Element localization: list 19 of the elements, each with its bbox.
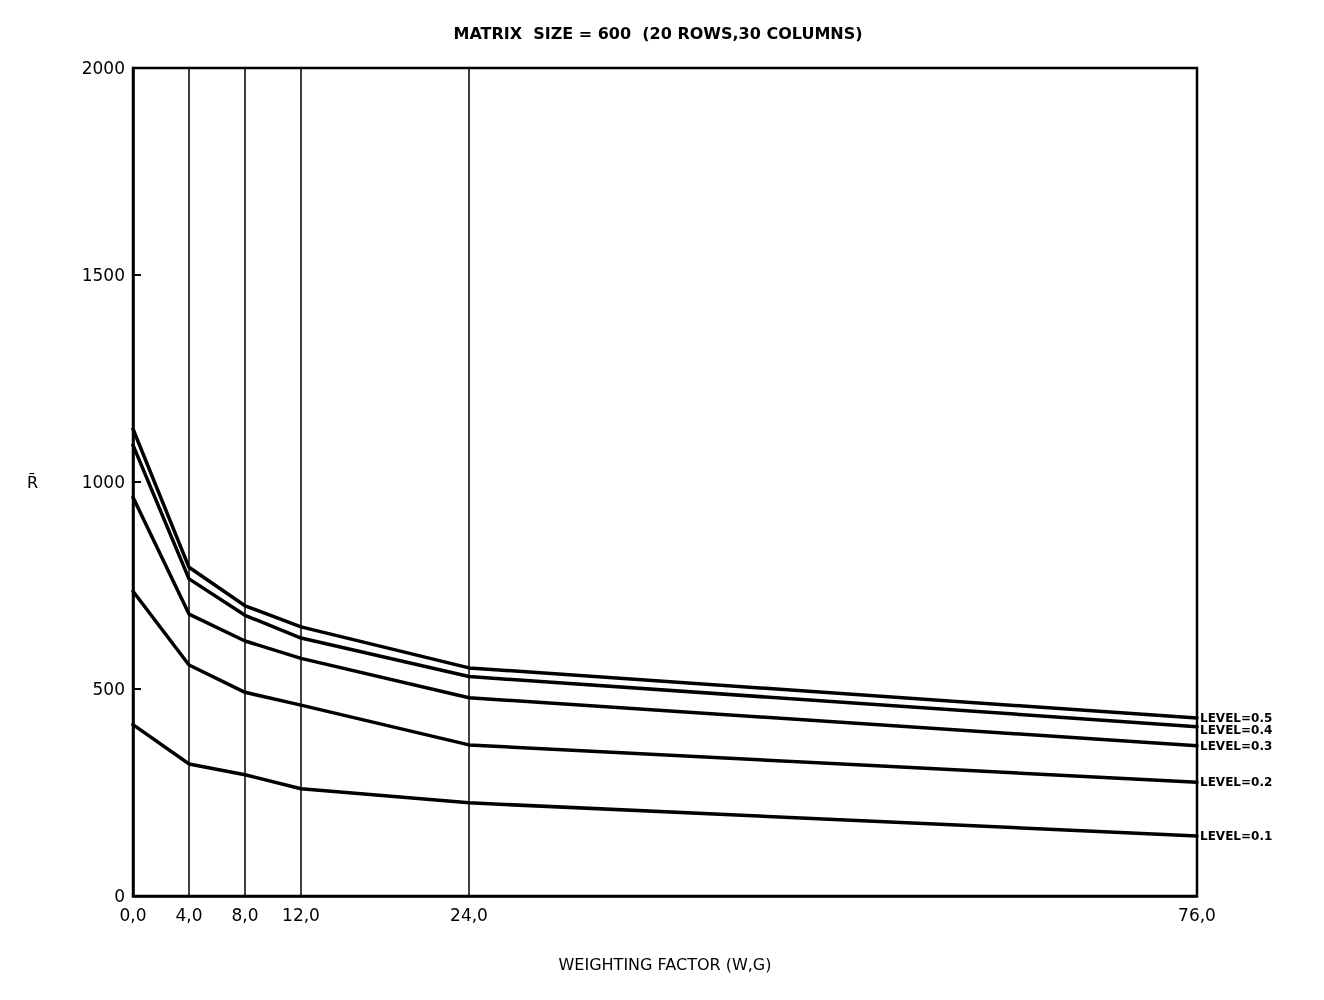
x-tick-label: 76,0 — [1178, 904, 1216, 925]
series-label: LEVEL=0.5 — [1200, 710, 1273, 725]
y-tick-label: 1000 — [81, 472, 125, 492]
y-axis-title: R̄ — [26, 472, 38, 492]
y-tick-label: 1500 — [81, 265, 125, 285]
y-tick-label: 500 — [92, 679, 125, 699]
x-tick-label: 4,0 — [175, 904, 203, 925]
chart-title: MATRIX SIZE = 600 (20 ROWS,30 COLUMNS) — [453, 23, 863, 43]
series-label: LEVEL=0.1 — [1200, 828, 1273, 843]
x-tick-label: 12,0 — [282, 904, 320, 925]
series-label: LEVEL=0.4 — [1200, 722, 1273, 737]
series-label: LEVEL=0.3 — [1200, 738, 1273, 753]
series-label: LEVEL=0.2 — [1200, 775, 1273, 790]
x-tick-label: 24,0 — [450, 904, 488, 925]
y-tick-label: 2000 — [81, 58, 125, 78]
y-tick-label: 0 — [114, 886, 125, 906]
x-tick-label: 8,0 — [231, 904, 259, 925]
x-tick-label: 0,0 — [119, 904, 147, 925]
x-axis-title: WEIGHTING FACTOR (W,G) — [558, 954, 772, 974]
